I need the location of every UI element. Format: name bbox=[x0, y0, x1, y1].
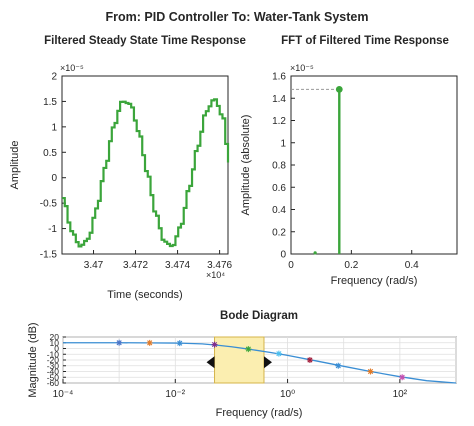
bode-x-tick-label: 10² bbox=[393, 389, 408, 400]
time-x-tick-label: 3.474 bbox=[165, 260, 190, 271]
bode-ylabel: Magnitude (dB) bbox=[27, 322, 39, 397]
bode-y-tick-label: -20 bbox=[47, 355, 60, 365]
fft-plot[interactable]: FFT of Filtered Time Response 0 0.2 0.4 0 0.… bbox=[240, 35, 458, 287]
fft-xlabel: Frequency (rad/s) bbox=[331, 275, 418, 287]
bode-frequency-marker bbox=[211, 341, 218, 348]
fft-y-tick-label: 1.4 bbox=[272, 94, 286, 105]
time-y-tick-label: 2 bbox=[51, 72, 57, 83]
bode-frequency-marker bbox=[146, 339, 153, 346]
fft-ylabel: Amplitude (absolute) bbox=[240, 115, 252, 216]
time-response-ylabel: Amplitude bbox=[9, 141, 21, 190]
band-right-drag-handle[interactable] bbox=[263, 356, 272, 369]
time-response-y-exponent: ×10⁻⁵ bbox=[60, 63, 84, 73]
time-response-plot[interactable]: Filtered Steady State Time Response 3.47… bbox=[9, 35, 246, 301]
fft-y-tick-label: 0.2 bbox=[272, 227, 286, 238]
time-x-tick-label: 3.476 bbox=[207, 260, 232, 271]
bode-frequency-marker bbox=[306, 357, 313, 363]
fft-y-exponent: ×10⁻⁵ bbox=[290, 63, 314, 73]
band-left-drag-handle[interactable] bbox=[206, 356, 215, 369]
bode-y-tick-label: -30 bbox=[47, 361, 60, 371]
fft-x-tick-label: 0 bbox=[288, 260, 294, 271]
bode-frequency-marker bbox=[176, 340, 183, 347]
bode-xlabel: Frequency (rad/s) bbox=[216, 407, 303, 419]
window-title: From: PID Controller To: Water-Tank Syst… bbox=[106, 10, 369, 24]
time-x-tick-label: 3.47 bbox=[84, 260, 104, 271]
time-y-tick-label: -1.5 bbox=[40, 250, 58, 261]
time-response-series-line bbox=[62, 98, 230, 248]
fft-y-tick-label: 0.6 bbox=[272, 183, 286, 194]
fft-stem-marker bbox=[313, 251, 317, 255]
fft-x-tick-label: 0.4 bbox=[405, 260, 419, 271]
time-x-tick-label: 3.472 bbox=[123, 260, 148, 271]
bode-y-tick-label: -60 bbox=[47, 378, 60, 388]
time-y-tick-label: -1 bbox=[48, 224, 57, 235]
bode-magnitude-line bbox=[63, 342, 457, 384]
time-y-tick-label: 1 bbox=[51, 122, 57, 133]
fft-axes-box bbox=[290, 75, 458, 255]
bode-plot[interactable]: Bode Diagram 10⁻⁴ 10⁻² 10⁰ 10²-60-50-40-30-… bbox=[27, 310, 457, 419]
bode-frequency-marker bbox=[245, 346, 252, 353]
bode-frequency-marker bbox=[335, 362, 342, 369]
fft-x-tick-label: 0.2 bbox=[344, 260, 358, 271]
bode-y-tick-label: -40 bbox=[47, 367, 60, 377]
time-y-tick-label: 0.5 bbox=[43, 148, 57, 159]
bode-frequency-marker bbox=[399, 374, 406, 381]
fft-y-tick-label: 0.4 bbox=[272, 205, 286, 216]
bode-y-tick-label: -10 bbox=[47, 349, 60, 359]
time-y-tick-label: 0 bbox=[51, 173, 57, 184]
fft-y-tick-label: 1.2 bbox=[272, 116, 286, 127]
time-y-tick-label: -0.5 bbox=[40, 199, 58, 210]
fft-y-tick-label: 1 bbox=[280, 138, 286, 149]
fft-y-tick-label: 0.8 bbox=[272, 161, 286, 172]
bode-y-tick-label: 10 bbox=[50, 338, 60, 348]
time-response-xlabel: Time (seconds) bbox=[107, 289, 182, 301]
bode-frequency-marker bbox=[116, 339, 123, 346]
bode-frequency-marker bbox=[367, 368, 374, 375]
time-response-title: Filtered Steady State Time Response bbox=[44, 35, 246, 47]
bode-y-tick-label: 20 bbox=[50, 332, 60, 342]
bode-x-tick-label: 10⁻² bbox=[165, 389, 185, 400]
fft-y-tick-label: 1.6 bbox=[272, 72, 286, 83]
bode-frequency-marker bbox=[275, 350, 282, 357]
fft-y-tick-label: 0 bbox=[280, 250, 286, 261]
bode-frequency-band[interactable] bbox=[214, 336, 265, 384]
time-response-x-exponent: ×10⁴ bbox=[206, 270, 225, 280]
fft-stem-marker bbox=[335, 85, 343, 93]
bode-x-tick-label: 10⁻⁴ bbox=[53, 389, 74, 400]
bode-y-tick-label: 0 bbox=[54, 344, 59, 354]
time-y-tick-label: 1.5 bbox=[43, 97, 57, 108]
bode-y-tick-label: -50 bbox=[47, 372, 60, 382]
bode-x-tick-label: 10⁰ bbox=[280, 389, 295, 400]
fft-title: FFT of Filtered Time Response bbox=[281, 35, 449, 47]
bode-title: Bode Diagram bbox=[220, 310, 298, 322]
